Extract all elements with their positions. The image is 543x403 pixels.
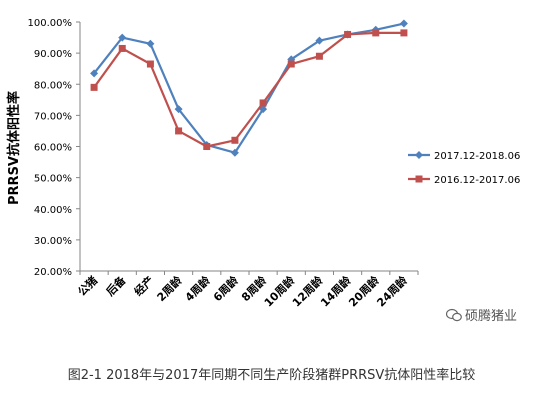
data-point — [400, 29, 408, 37]
y-tick-label: 70.00% — [34, 111, 72, 122]
data-point — [372, 29, 380, 37]
y-tick-label: 100.00% — [28, 18, 73, 29]
y-tick-labels: 20.00% 30.00% 40.00% 50.00% 60.00% 70.00% 80.0… — [28, 18, 73, 278]
y-tick-label: 90.00% — [34, 49, 72, 60]
data-point — [399, 19, 408, 28]
data-point — [259, 99, 267, 107]
watermark-text: 硕腾猪业 — [465, 309, 518, 324]
y-axis-label: PRRSV抗体阳性率 — [6, 91, 22, 205]
data-point — [315, 36, 324, 45]
chart-series — [90, 19, 408, 157]
data-point — [118, 33, 127, 42]
data-point — [90, 69, 99, 78]
data-point — [344, 30, 352, 38]
legend-marker — [415, 151, 423, 159]
data-point — [146, 60, 154, 68]
data-point — [315, 52, 323, 60]
x-tick-label: 公猪 — [75, 273, 100, 298]
y-tick-label: 60.00% — [34, 143, 72, 154]
legend-marker — [415, 175, 423, 183]
data-point — [146, 39, 155, 48]
y-tick-label: 50.00% — [34, 174, 72, 185]
data-point — [118, 44, 126, 52]
y-tick-label: 20.00% — [34, 267, 72, 278]
data-point — [231, 136, 239, 144]
chart-legend: 2017.12-2018.06 2016.12-2017.06 — [408, 151, 520, 186]
data-point — [90, 83, 98, 91]
data-point — [287, 60, 295, 68]
x-tick-label: 后备 — [103, 273, 129, 299]
series-line — [93, 22, 405, 154]
y-tick-label: 40.00% — [34, 205, 72, 216]
x-tick-label: 经产 — [131, 273, 156, 298]
watermark: 硕腾猪业 — [446, 305, 517, 324]
x-tick-label: 4周龄 — [182, 273, 214, 305]
chart-axes — [76, 21, 419, 275]
x-tick-label: 2周龄 — [154, 273, 186, 305]
legend-label: 2017.12-2018.06 — [434, 151, 520, 162]
y-tick-label: 80.00% — [34, 80, 72, 91]
y-tick-label: 30.00% — [34, 236, 72, 247]
data-point — [174, 105, 183, 114]
wechat-icon — [446, 308, 462, 322]
x-tick-label: 6周龄 — [210, 273, 242, 305]
data-point — [203, 143, 211, 150]
figure-caption: 图2-1 2018年与2017年同期不同生产阶段猪群PRRSV抗体阳性率比较 — [67, 368, 476, 383]
data-point — [175, 127, 183, 135]
legend-label: 2016.12-2017.06 — [434, 175, 520, 186]
line-chart: 20.00% 30.00% 40.00% 50.00% 60.00% 70.00% 80.0… — [6, 18, 520, 310]
data-point — [230, 148, 239, 157]
series-line — [93, 31, 404, 148]
x-tick-label: 24周龄 — [374, 273, 411, 310]
